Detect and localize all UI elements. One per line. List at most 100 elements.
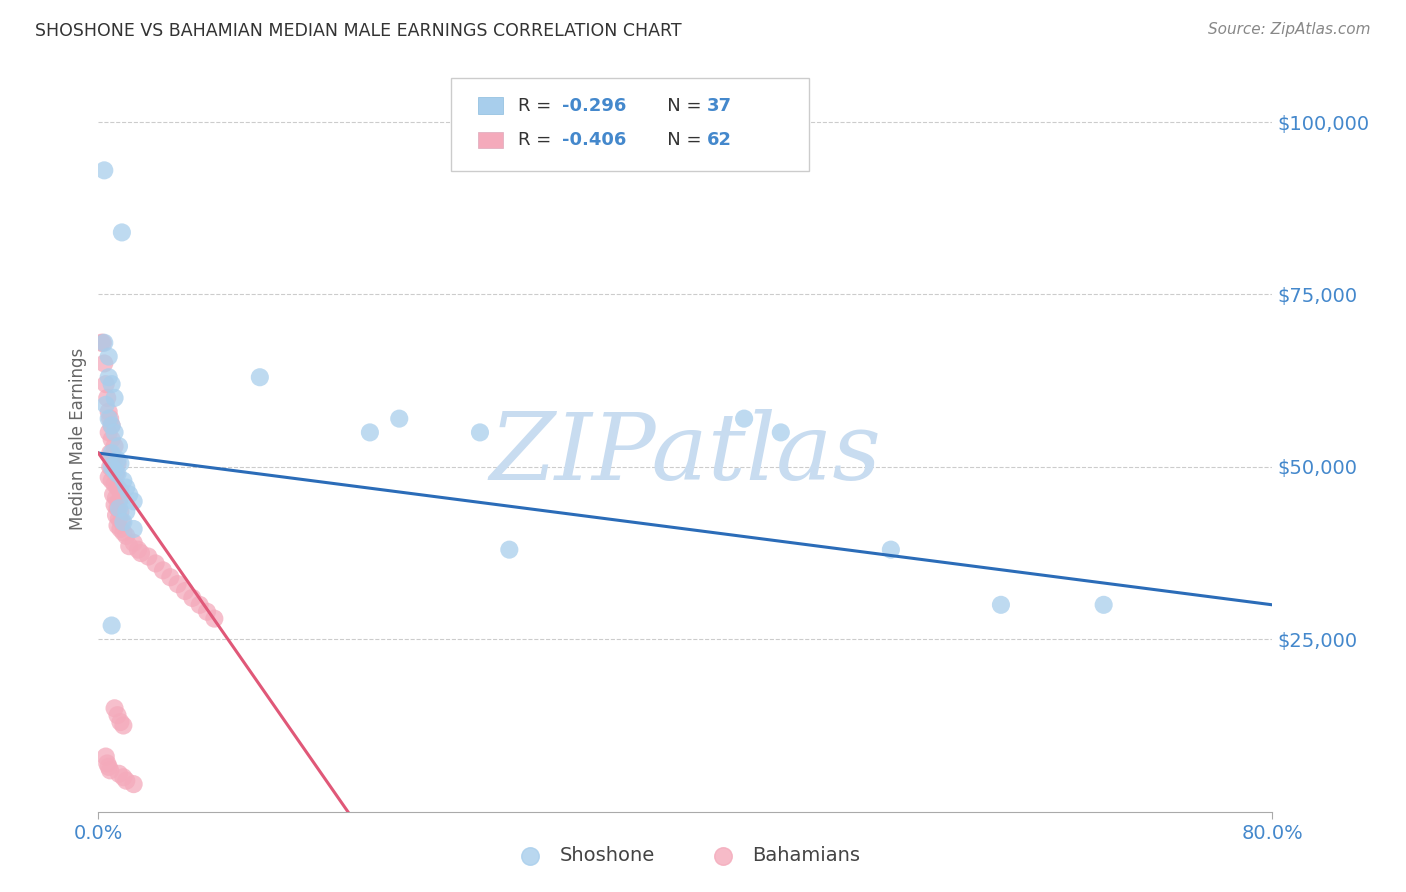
Point xyxy=(110,505,132,519)
Text: SHOSHONE VS BAHAMIAN MEDIAN MALE EARNINGS CORRELATION CHART: SHOSHONE VS BAHAMIAN MEDIAN MALE EARNING… xyxy=(35,22,682,40)
Text: N =: N = xyxy=(650,96,707,115)
Point xyxy=(103,453,125,467)
Point xyxy=(93,163,115,178)
Point xyxy=(94,377,117,392)
Text: Source: ZipAtlas.com: Source: ZipAtlas.com xyxy=(1208,22,1371,37)
Point xyxy=(93,356,115,370)
Point xyxy=(1092,598,1115,612)
Point xyxy=(100,433,122,447)
Point xyxy=(105,508,128,523)
Point xyxy=(103,425,125,440)
Point xyxy=(115,773,138,788)
Text: -0.296: -0.296 xyxy=(562,96,627,115)
Point xyxy=(94,749,117,764)
Point xyxy=(107,501,129,516)
Text: -0.406: -0.406 xyxy=(562,131,627,149)
Point xyxy=(127,542,149,557)
Point xyxy=(110,483,132,498)
Point xyxy=(100,459,122,474)
Point xyxy=(105,467,128,481)
Point xyxy=(108,766,131,780)
Point xyxy=(112,525,135,540)
Point xyxy=(97,370,120,384)
Point xyxy=(990,598,1012,612)
Point xyxy=(112,770,135,784)
Point xyxy=(111,226,134,240)
Point xyxy=(108,511,131,525)
Text: R =: R = xyxy=(517,96,557,115)
Point xyxy=(115,505,138,519)
Point xyxy=(98,411,121,425)
Point xyxy=(101,463,124,477)
Point xyxy=(110,457,132,471)
Point xyxy=(388,411,411,425)
Point xyxy=(97,350,120,364)
Point xyxy=(97,425,120,440)
Point xyxy=(96,391,118,405)
Point xyxy=(108,501,131,516)
Point xyxy=(122,522,145,536)
Point xyxy=(249,370,271,384)
Point xyxy=(202,612,225,626)
Point xyxy=(108,439,131,453)
Point xyxy=(136,549,159,564)
Y-axis label: Median Male Earnings: Median Male Earnings xyxy=(69,348,87,531)
Text: N =: N = xyxy=(650,131,707,149)
Point xyxy=(110,522,132,536)
Point xyxy=(129,546,152,560)
Point xyxy=(103,439,125,453)
Point xyxy=(98,764,121,778)
Point xyxy=(105,491,128,505)
Point xyxy=(98,446,121,460)
FancyBboxPatch shape xyxy=(478,97,503,114)
Point xyxy=(97,405,120,419)
Point xyxy=(107,518,129,533)
Point xyxy=(122,535,145,549)
Point xyxy=(111,515,134,529)
Point xyxy=(100,446,122,460)
Point xyxy=(100,377,122,392)
Point xyxy=(118,487,141,501)
Point xyxy=(880,542,903,557)
Point xyxy=(91,335,114,350)
Point xyxy=(195,605,218,619)
Point xyxy=(100,474,122,488)
Point xyxy=(96,756,118,771)
Text: R =: R = xyxy=(517,131,557,149)
Point xyxy=(107,481,129,495)
Point xyxy=(468,425,491,440)
Point xyxy=(188,598,211,612)
Point xyxy=(98,459,121,474)
Point xyxy=(97,760,120,774)
Point xyxy=(93,335,115,350)
Text: 37: 37 xyxy=(707,96,731,115)
Point xyxy=(107,457,129,471)
Point xyxy=(100,618,122,632)
Point xyxy=(103,463,125,477)
Point xyxy=(145,557,167,571)
Point xyxy=(103,477,125,491)
Point xyxy=(101,487,124,501)
Point xyxy=(166,577,188,591)
Point xyxy=(498,542,520,557)
Point xyxy=(112,515,135,529)
Point xyxy=(122,777,145,791)
Point xyxy=(90,335,112,350)
Point xyxy=(100,418,122,433)
Point xyxy=(97,470,120,484)
Point xyxy=(103,498,125,512)
Point xyxy=(112,718,135,732)
Point xyxy=(100,450,122,464)
Point xyxy=(112,474,135,488)
Point xyxy=(97,411,120,425)
Text: 62: 62 xyxy=(707,131,731,149)
Point xyxy=(107,467,129,481)
Point xyxy=(115,481,138,495)
Point xyxy=(107,708,129,723)
Point xyxy=(115,529,138,543)
Point xyxy=(103,701,125,715)
Point xyxy=(152,563,174,577)
Point xyxy=(159,570,181,584)
Point xyxy=(100,418,122,433)
FancyBboxPatch shape xyxy=(451,78,808,171)
